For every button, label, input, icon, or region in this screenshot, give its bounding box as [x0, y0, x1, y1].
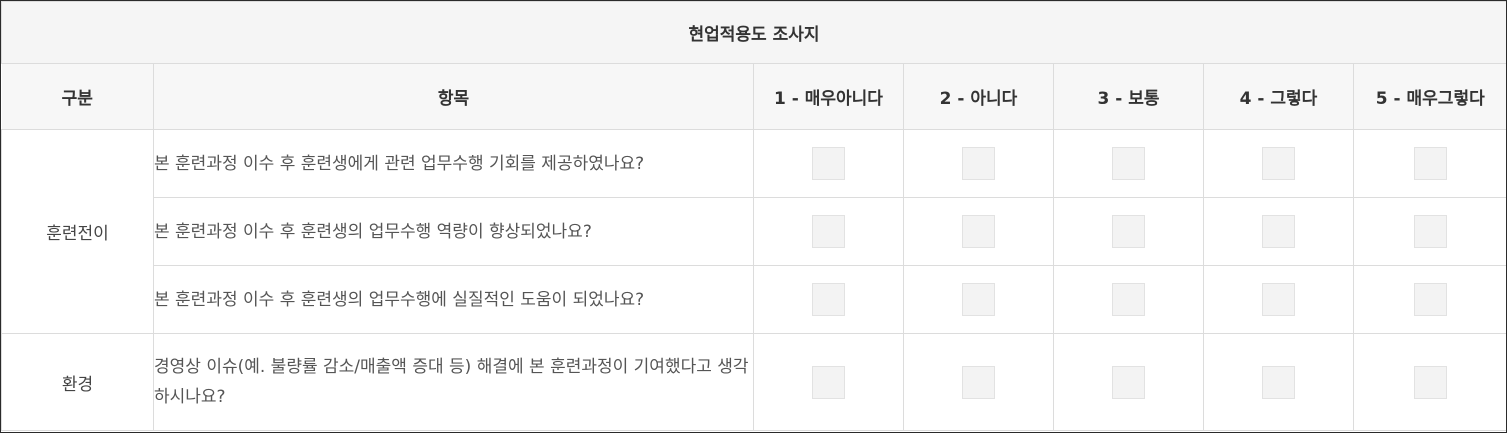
header-option-2: 2 - 아니다 [903, 63, 1054, 130]
rating-checkbox-4[interactable] [1262, 215, 1295, 248]
rating-checkbox-4[interactable] [1262, 365, 1295, 399]
rating-checkbox-2[interactable] [962, 147, 995, 180]
question-text: 본 훈련과정 이수 후 훈련생의 업무수행 역량이 향상되었나요? [153, 197, 754, 266]
rating-checkbox-1[interactable] [812, 365, 845, 399]
table-row: 본 훈련과정 이수 후 훈련생의 업무수행 역량이 향상되었나요? [2, 197, 1506, 266]
rating-checkbox-1[interactable] [812, 215, 845, 248]
rating-checkbox-5[interactable] [1413, 215, 1447, 248]
survey-title: 현업적용도 조사지 [1, 1, 1506, 64]
rating-checkbox-5[interactable] [1413, 365, 1447, 399]
header-option-3: 3 - 보통 [1053, 63, 1204, 130]
header-option-1: 1 - 매우아니다 [753, 63, 904, 130]
header-category: 구분 [1, 63, 154, 130]
question-text: 경영상 이슈(예. 불량률 감소/매출액 증대 등) 해결에 본 훈련과정이 기… [153, 333, 754, 431]
rating-checkbox-2[interactable] [962, 365, 995, 399]
table-row: 훈련전이 본 훈련과정 이수 후 훈련생에게 관련 업무수행 기회를 제공하였나… [1, 129, 1506, 334]
question-text: 본 훈련과정 이수 후 훈련생의 업무수행에 실질적인 도움이 되었나요? [153, 265, 754, 334]
table-row: 환경 경영상 이슈(예. 불량률 감소/매출액 증대 등) 해결에 본 훈련과정… [1, 333, 1506, 431]
header-item: 항목 [153, 63, 754, 130]
category-environment: 환경 [1, 333, 154, 431]
question-text: 본 훈련과정 이수 후 훈련생에게 관련 업무수행 기회를 제공하였나요? [153, 129, 754, 198]
rating-checkbox-1[interactable] [812, 283, 845, 316]
rating-checkbox-3[interactable] [1112, 365, 1145, 399]
category-training-transfer: 훈련전이 [1, 129, 154, 334]
rating-checkbox-5[interactable] [1413, 283, 1447, 316]
rating-checkbox-1[interactable] [812, 147, 845, 180]
table-row: 본 훈련과정 이수 후 훈련생의 업무수행에 실질적인 도움이 되었나요? [2, 265, 1506, 334]
header-option-4: 4 - 그렇다 [1203, 63, 1354, 130]
rating-checkbox-2[interactable] [962, 215, 995, 248]
rating-checkbox-4[interactable] [1262, 147, 1295, 180]
rating-checkbox-4[interactable] [1262, 283, 1295, 316]
rating-checkbox-5[interactable] [1413, 147, 1447, 180]
rating-checkbox-3[interactable] [1112, 283, 1145, 316]
rating-checkbox-3[interactable] [1112, 215, 1145, 248]
header-option-5: 5 - 매우그렇다 [1352, 63, 1506, 130]
rating-checkbox-3[interactable] [1112, 147, 1145, 180]
rating-checkbox-2[interactable] [962, 283, 995, 316]
